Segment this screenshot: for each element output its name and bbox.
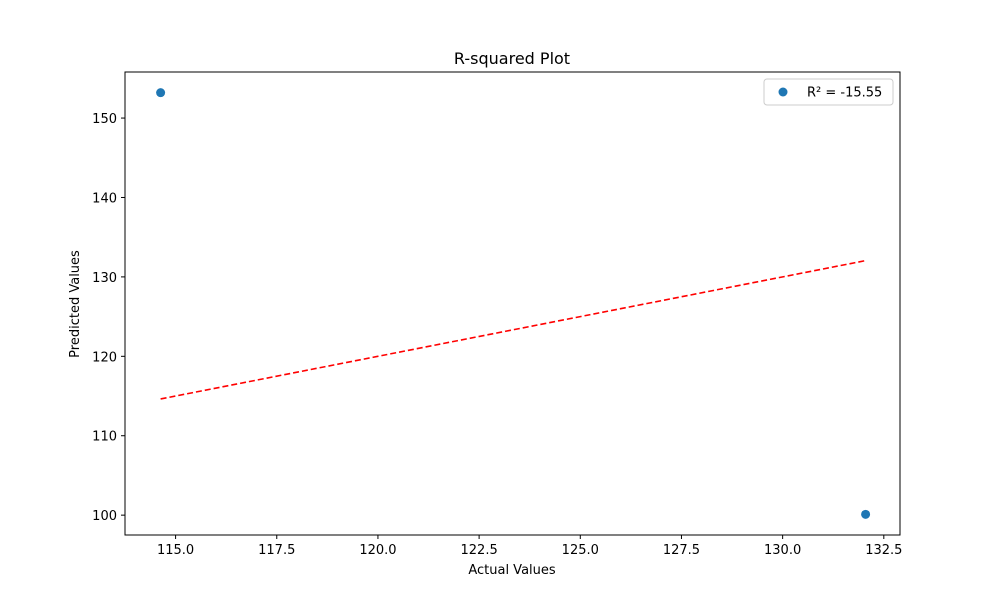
x-tick-label: 125.0	[562, 543, 599, 558]
y-axis-label: Predicted Values	[68, 250, 83, 358]
x-axis-label: Actual Values	[468, 563, 556, 578]
data-point	[861, 509, 871, 519]
x-tick-label: 120.0	[359, 543, 396, 558]
axes: 115.0 117.5 120.0 122.5 125.0 127.5 130.0 132.5…	[92, 71, 902, 558]
x-tick-label: 132.5	[865, 543, 902, 558]
y-tick-label: 110	[92, 430, 117, 445]
legend-label: R² = -15.55	[807, 86, 882, 101]
y-tick-label: 130	[92, 271, 117, 286]
legend: R² = -15.55	[763, 78, 894, 106]
y-tick-label: 120	[92, 350, 117, 365]
y-tick-label: 100	[92, 509, 117, 524]
x-tick-label: 115.0	[157, 543, 194, 558]
axes-frame	[124, 71, 901, 536]
chart-title: R-squared Plot	[454, 49, 570, 68]
legend-box	[763, 78, 894, 106]
x-tick-label: 122.5	[461, 543, 498, 558]
y-tick-label: 140	[92, 191, 117, 206]
x-tick-label: 127.5	[663, 543, 700, 558]
data-point	[156, 88, 166, 98]
reference-line	[160, 259, 866, 400]
x-tick-label: 130.0	[764, 543, 801, 558]
x-tick-label: 117.5	[258, 543, 295, 558]
legend-marker	[778, 87, 788, 97]
y-tick-label: 150	[92, 112, 117, 127]
plot-area	[156, 88, 871, 519]
